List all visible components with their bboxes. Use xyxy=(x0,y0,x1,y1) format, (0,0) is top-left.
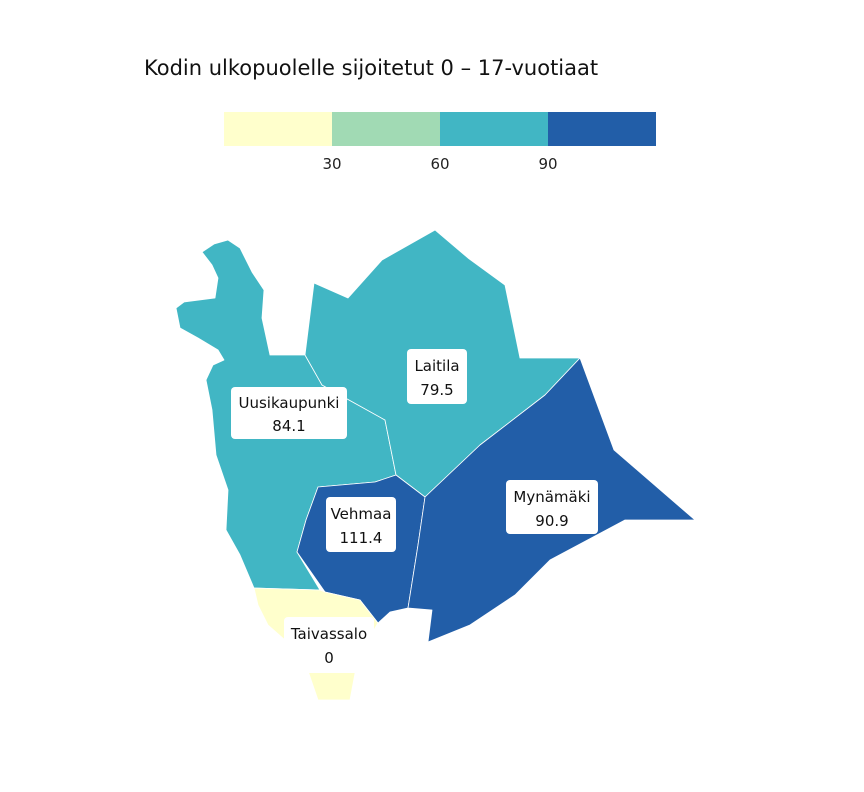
label-laitila: Laitila 79.5 xyxy=(407,349,467,404)
label-taivassalo-name: Taivassalo xyxy=(290,625,367,643)
legend-tick-30: 30 xyxy=(322,155,341,173)
label-mynamaki: Mynämäki 90.9 xyxy=(506,480,598,534)
regions xyxy=(175,229,696,701)
map-title: Kodin ulkopuolelle sijoitetut 0 – 17-vuo… xyxy=(144,56,599,80)
legend-tick-90: 90 xyxy=(538,155,557,173)
legend-swatch-4 xyxy=(548,112,656,146)
label-vehmaa-value: 111.4 xyxy=(340,529,383,547)
label-laitila-value: 79.5 xyxy=(420,381,453,399)
label-taivassalo: Taivassalo 0 xyxy=(284,617,374,673)
legend-tick-60: 60 xyxy=(430,155,449,173)
legend: 30 60 90 xyxy=(224,112,656,173)
region-labels: Uusikaupunki 84.1 Laitila 79.5 Vehmaa 11… xyxy=(231,349,598,673)
label-uusikaupunki-value: 84.1 xyxy=(272,417,305,435)
legend-swatch-3 xyxy=(440,112,548,146)
label-uusikaupunki-name: Uusikaupunki xyxy=(239,394,340,412)
label-vehmaa: Vehmaa 111.4 xyxy=(326,497,396,552)
legend-swatch-1 xyxy=(224,112,332,146)
label-mynamaki-name: Mynämäki xyxy=(513,488,590,506)
label-mynamaki-value: 90.9 xyxy=(535,512,568,530)
label-laitila-name: Laitila xyxy=(414,357,459,375)
legend-swatch-2 xyxy=(332,112,440,146)
label-uusikaupunki: Uusikaupunki 84.1 xyxy=(231,387,347,439)
label-vehmaa-name: Vehmaa xyxy=(331,505,392,523)
label-taivassalo-value: 0 xyxy=(324,649,334,667)
